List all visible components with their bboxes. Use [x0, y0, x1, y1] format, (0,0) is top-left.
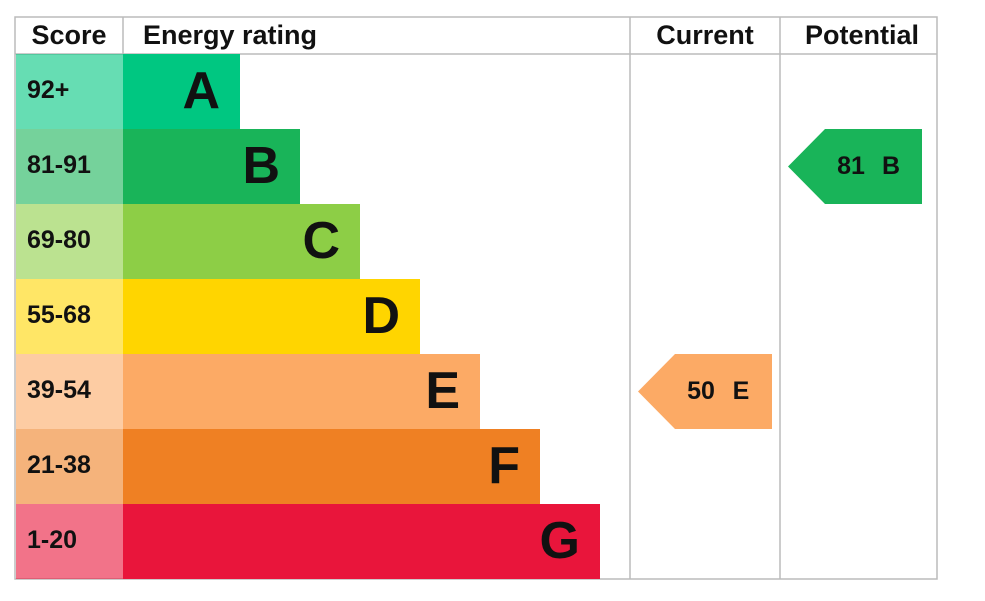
- band-letter: F: [488, 437, 520, 495]
- band-bar: [123, 129, 300, 204]
- band-letter: G: [540, 512, 580, 570]
- potential-arrow: [788, 129, 922, 204]
- header-rating: Energy rating: [143, 20, 317, 50]
- band-bar: [123, 429, 540, 504]
- score-cell: [16, 204, 123, 279]
- band-letter: A: [182, 62, 220, 120]
- header-score: Score: [31, 20, 106, 50]
- header-current: Current: [656, 20, 754, 50]
- band-letter: D: [362, 287, 400, 345]
- band-bar: [123, 504, 600, 579]
- score-cell: [16, 54, 123, 129]
- band-bar: [123, 354, 480, 429]
- band-letter: C: [302, 212, 340, 270]
- band-score: 55-68: [27, 301, 91, 329]
- score-cell: [16, 504, 123, 579]
- band-score: 69-80: [27, 226, 91, 254]
- band-score: 92+: [27, 76, 69, 104]
- band-bar: [123, 54, 240, 129]
- header-potential: Potential: [805, 20, 919, 50]
- band-letter: E: [425, 362, 460, 420]
- band-score: 39-54: [27, 376, 91, 404]
- potential-letter: B: [882, 152, 900, 180]
- current-value: 50: [687, 377, 715, 405]
- potential-value: 81: [837, 152, 865, 180]
- score-cell: [16, 279, 123, 354]
- band-bar: [123, 204, 360, 279]
- band-score: 81-91: [27, 151, 91, 179]
- band-bar: [123, 279, 420, 354]
- current-letter: E: [733, 377, 750, 405]
- score-cell: [16, 129, 123, 204]
- score-cell: [16, 429, 123, 504]
- current-arrow: [638, 354, 772, 429]
- score-cell: [16, 354, 123, 429]
- band-score: 1-20: [27, 526, 77, 554]
- band-letter: B: [242, 137, 280, 195]
- band-score: 21-38: [27, 451, 91, 479]
